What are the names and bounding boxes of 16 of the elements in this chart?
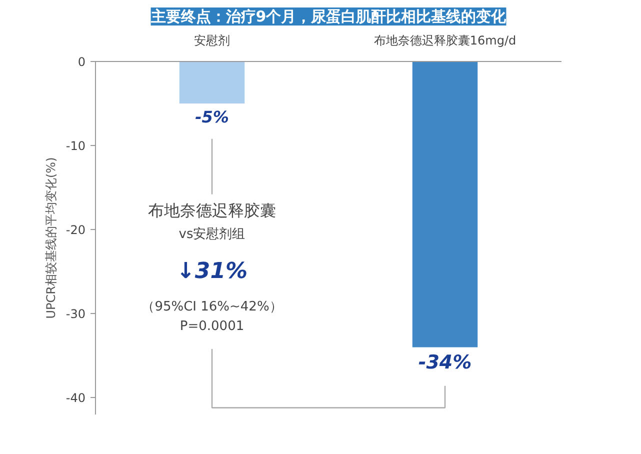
annotation: P=0.0001 [180,318,244,334]
data-label: -34% [418,351,472,374]
y-tick-label: -10 [66,139,86,154]
data-label: -5% [195,108,229,127]
y-tick-label: -20 [66,223,86,238]
annotation: （95%CI 16%~42%） [142,299,282,314]
annotation: 布地奈德迟释胶囊 [148,200,276,220]
annotation: ↓31% [176,259,248,284]
annotation: vs安慰剂组 [178,226,246,242]
x-tick-label: 布地奈德迟释胶囊16mg/d [374,34,516,48]
y-tick-label: 0 [78,55,86,69]
y-tick-label: -30 [66,307,86,322]
y-axis-title: UPCR相较基线的平均变化(%) [44,157,58,319]
chart-title: 主要终点：治疗9个月，尿蛋白肌酐比相比基线的变化 [150,8,508,26]
y-tick-label: -40 [66,391,86,406]
x-tick-label: 安慰剂 [194,34,230,48]
